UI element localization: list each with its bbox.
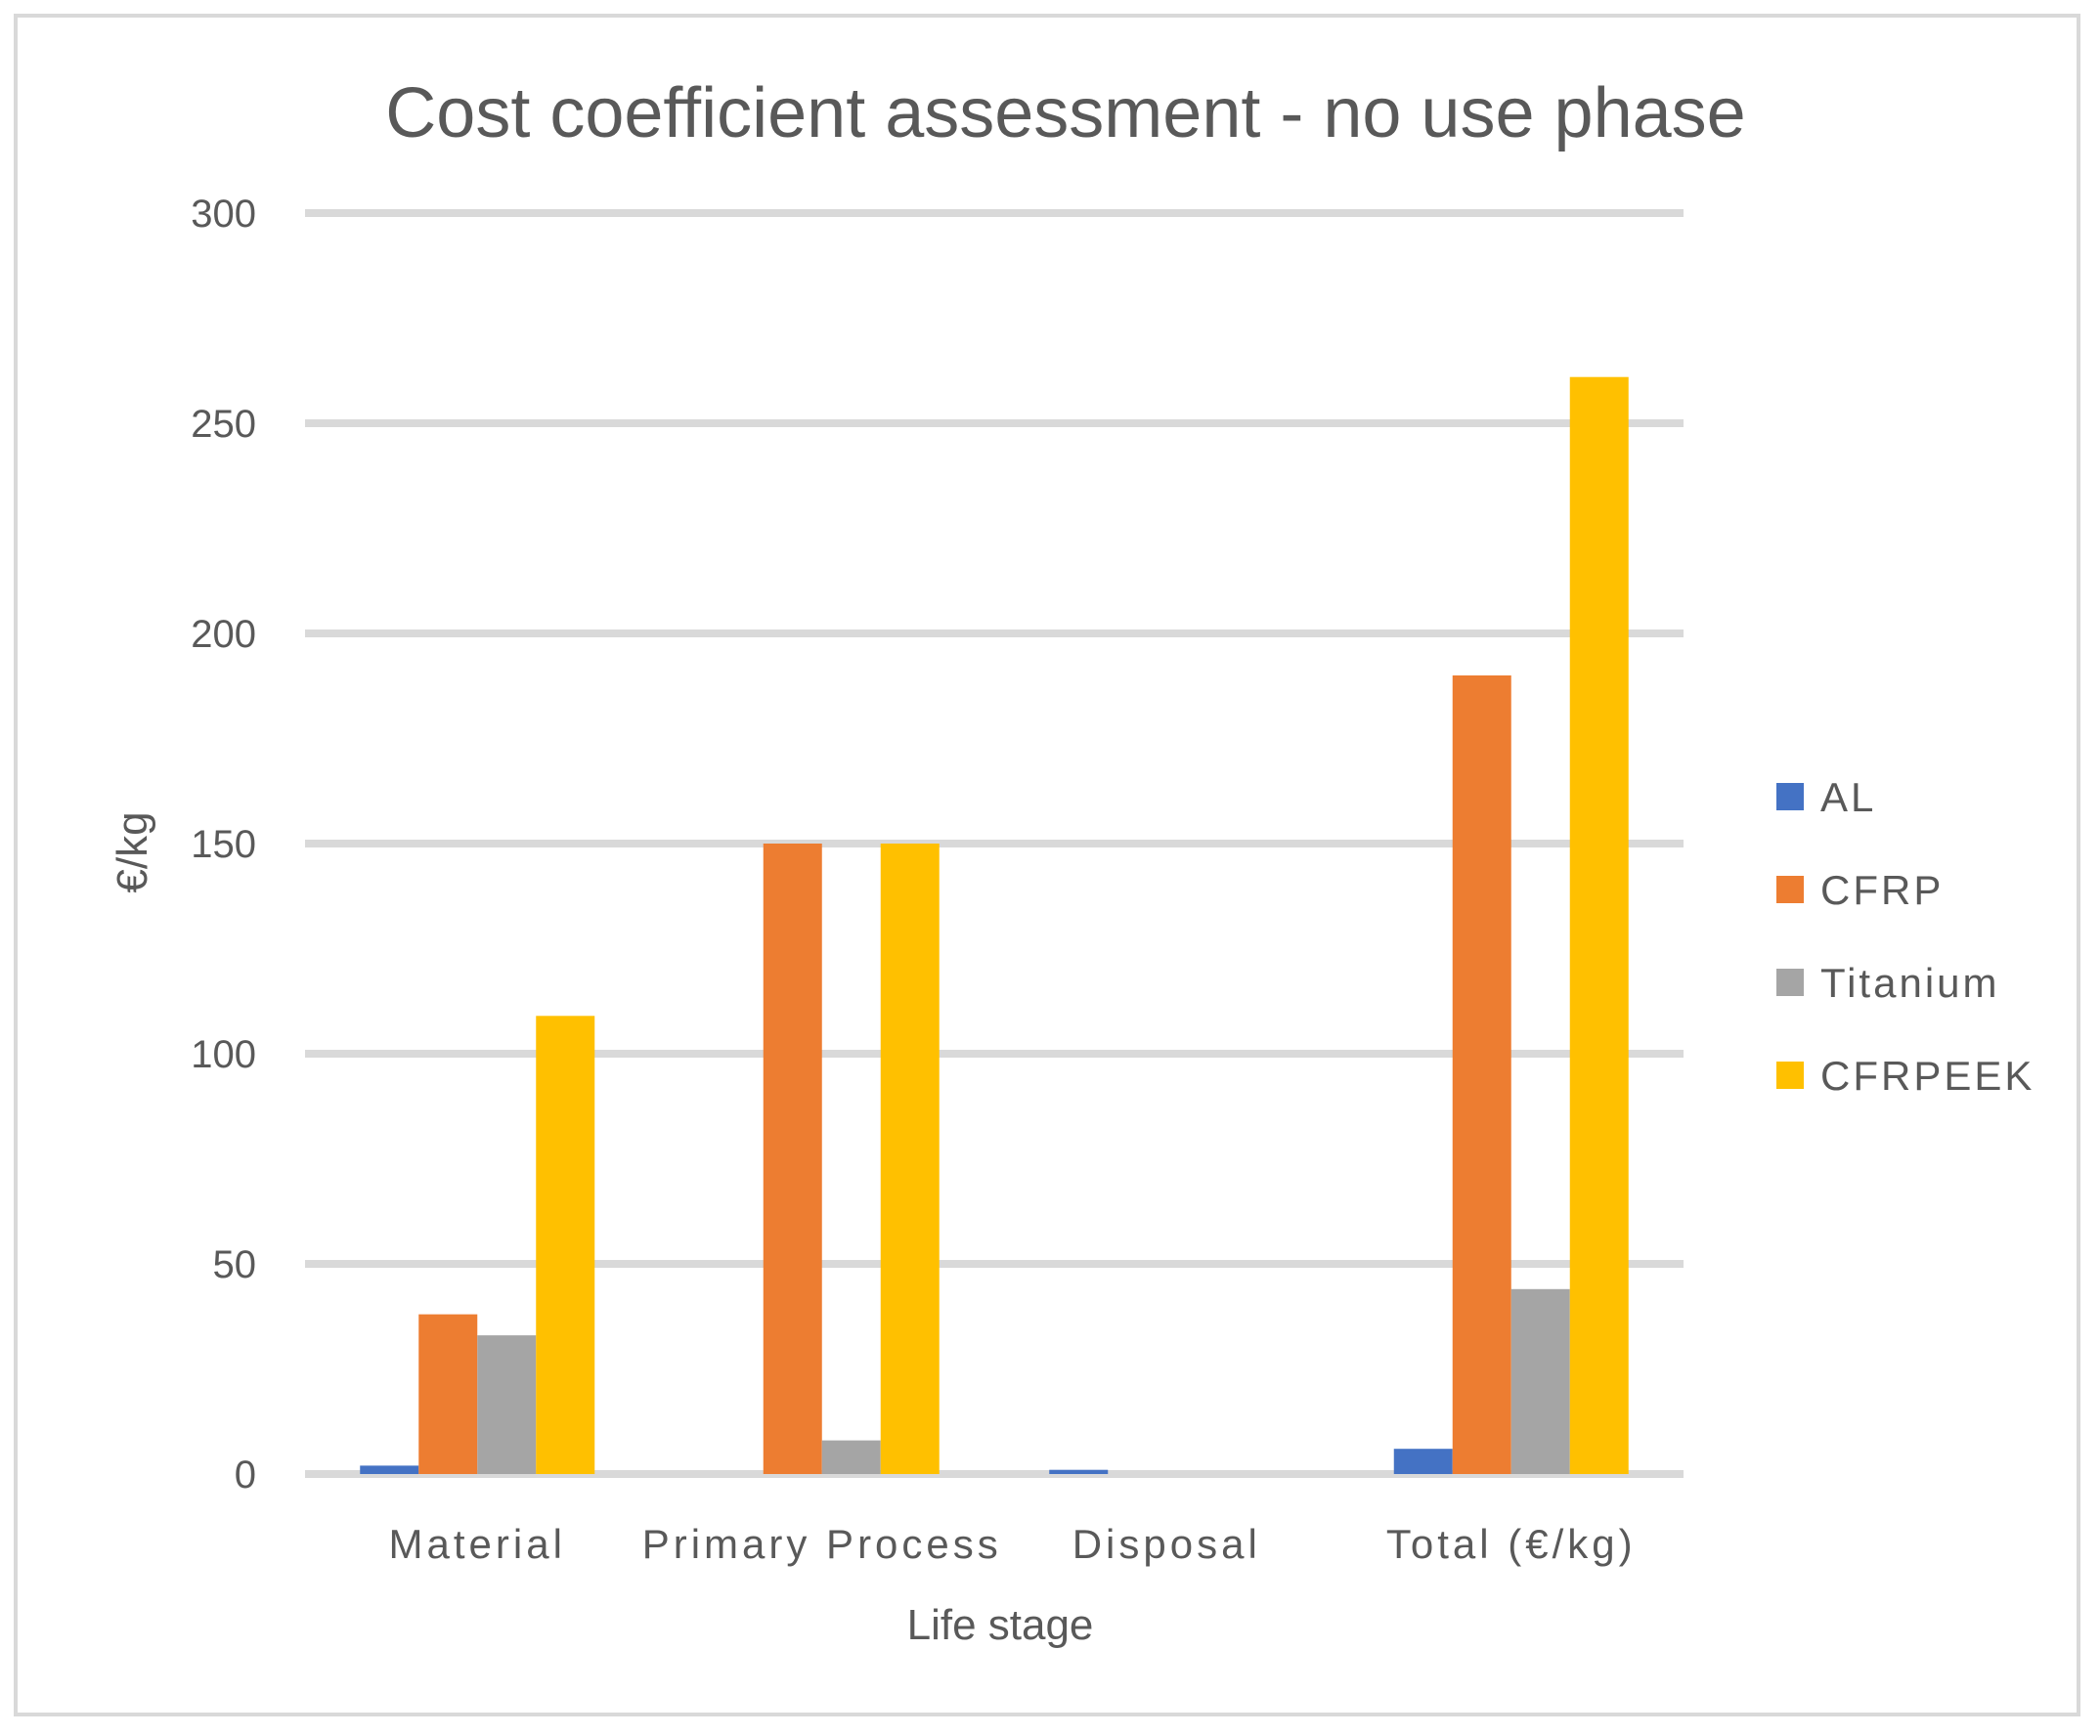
x-tick-label: Disposal <box>1072 1521 1261 1567</box>
legend-item-al: AL <box>1776 774 1876 820</box>
legend-label: Titanium <box>1820 960 2000 1006</box>
legend-swatch <box>1776 969 1804 996</box>
y-tick-label: 0 <box>235 1454 256 1497</box>
bar-al-0 <box>360 1465 419 1474</box>
y-tick-label: 300 <box>191 193 256 236</box>
x-tick-label: Material <box>389 1521 566 1567</box>
y-tick-label: 250 <box>191 403 256 446</box>
bar-cfrp-3 <box>1452 675 1511 1474</box>
legend-item-cfrpeek: CFRPEEK <box>1776 1053 2034 1099</box>
x-axis-title: Life stage <box>907 1601 1094 1649</box>
legend-swatch <box>1776 1062 1804 1089</box>
bar-cfrpeek-0 <box>536 1016 595 1474</box>
bar-cfrpeek-1 <box>880 844 940 1474</box>
chart-frame <box>14 14 2080 1716</box>
y-tick-label: 50 <box>213 1243 257 1286</box>
legend-swatch <box>1776 876 1804 903</box>
legend-item-cfrp: CFRP <box>1776 867 1944 913</box>
bars <box>360 376 1629 1475</box>
y-axis-ticks: 0 50 100 150 200 250 300 <box>191 193 256 1497</box>
y-tick-label: 200 <box>191 613 256 656</box>
legend: AL CFRP Titanium CFRPEEK <box>1776 774 2034 1099</box>
bar-titanium-1 <box>821 1440 881 1474</box>
bar-titanium-0 <box>477 1335 537 1474</box>
x-tick-label: Total (€/kg) <box>1386 1521 1637 1567</box>
x-tick-label: Primary Process <box>642 1521 1002 1567</box>
y-axis-title: €/kg <box>109 811 156 892</box>
legend-label: CFRP <box>1820 867 1944 913</box>
y-tick-label: 150 <box>191 823 256 866</box>
bar-cfrp-0 <box>418 1314 478 1474</box>
bar-titanium-3 <box>1510 1288 1570 1474</box>
bar-cfrp-1 <box>763 844 822 1474</box>
x-axis-ticks: Material Primary Process Disposal Total (€/… <box>389 1521 1637 1567</box>
bar-al-2 <box>1049 1469 1109 1474</box>
legend-item-titanium: Titanium <box>1776 960 2000 1006</box>
chart-title: Cost coefficient assessment - no use pha… <box>385 74 1745 152</box>
legend-label: CFRPEEK <box>1820 1053 2034 1099</box>
bar-al-3 <box>1393 1449 1453 1474</box>
legend-swatch <box>1776 783 1804 810</box>
legend-label: AL <box>1820 774 1876 820</box>
y-tick-label: 100 <box>191 1033 256 1076</box>
bar-cfrpeek-3 <box>1569 376 1629 1475</box>
